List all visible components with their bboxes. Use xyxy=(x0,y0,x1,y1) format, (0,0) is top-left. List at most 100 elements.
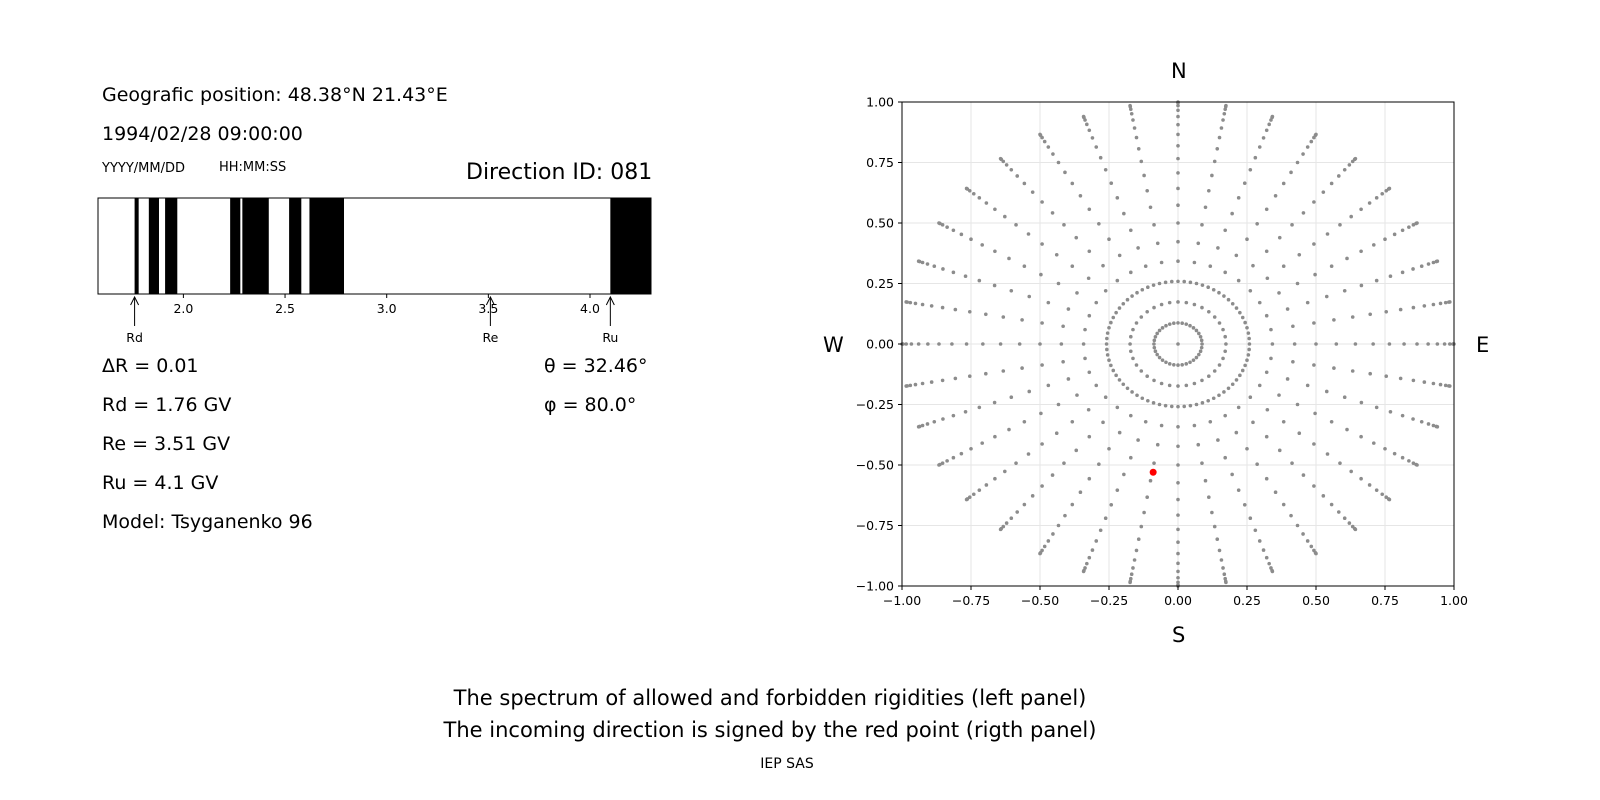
grid-point xyxy=(1305,383,1310,388)
grid-point xyxy=(984,371,988,376)
grid-point xyxy=(1026,232,1031,236)
grid-point xyxy=(1070,181,1075,186)
grid-point xyxy=(1081,569,1086,574)
forbidden-bands xyxy=(134,198,651,294)
grid-point xyxy=(1329,264,1334,269)
grid-point xyxy=(1163,280,1168,285)
grid-point xyxy=(1295,523,1300,528)
grid-point xyxy=(1167,362,1172,366)
grid-point xyxy=(1130,390,1134,394)
grid-point xyxy=(1398,376,1403,381)
grid-point xyxy=(1221,327,1225,332)
grid-point xyxy=(1046,539,1051,543)
grid-point xyxy=(1217,363,1222,367)
grid-point xyxy=(929,380,934,384)
grid-point xyxy=(1159,423,1164,428)
grid-point xyxy=(1349,469,1353,474)
grid-point xyxy=(953,376,958,381)
grid-point xyxy=(1176,444,1180,449)
grid-point xyxy=(1411,378,1416,383)
grid-point xyxy=(971,492,976,497)
grid-point xyxy=(1380,191,1385,196)
grid-point xyxy=(1217,135,1222,140)
map-x-tick-label: 1.00 xyxy=(1440,593,1468,608)
grid-point xyxy=(1176,481,1180,485)
grid-point xyxy=(1014,461,1018,465)
grid-point xyxy=(1230,382,1235,387)
grid-point xyxy=(908,300,913,305)
map-x-tick-label: −0.25 xyxy=(1090,593,1128,608)
rd-value: Rd = 1.76 GV xyxy=(102,394,232,416)
grid-point xyxy=(1336,510,1341,514)
grid-point xyxy=(951,413,956,418)
grid-point xyxy=(1180,362,1184,367)
grid-point xyxy=(1164,323,1168,328)
grid-point xyxy=(1257,145,1262,149)
grid-point xyxy=(1400,413,1405,418)
grid-point xyxy=(1078,194,1083,198)
grid-point xyxy=(1085,561,1089,566)
grid-point xyxy=(1094,383,1099,388)
grid-point xyxy=(1219,558,1224,562)
grid-point xyxy=(909,342,914,346)
grid-point xyxy=(1238,310,1242,315)
grid-point xyxy=(1264,555,1269,560)
grid-point xyxy=(1027,294,1032,299)
grid-point xyxy=(1223,270,1227,275)
grid-point xyxy=(1152,338,1157,343)
grid-point xyxy=(1022,419,1027,424)
grid-point xyxy=(1167,322,1172,326)
grid-point xyxy=(969,446,973,451)
grid-point xyxy=(1117,430,1122,435)
map-y-tick-label: 0.50 xyxy=(866,216,894,231)
marker-arrowhead-re xyxy=(485,295,495,306)
grid-point xyxy=(1103,288,1108,293)
grid-point xyxy=(1182,404,1187,409)
grid-point xyxy=(1176,404,1180,409)
grid-point xyxy=(951,455,956,460)
marker-arrowhead-rd xyxy=(130,295,140,306)
grid-point xyxy=(904,384,908,388)
grid-point xyxy=(1132,126,1137,130)
grid-point xyxy=(1215,537,1220,542)
grid-point xyxy=(913,301,918,306)
grid-point xyxy=(1207,495,1211,499)
grid-point xyxy=(1426,342,1430,346)
grid-point xyxy=(1148,478,1153,483)
grid-point xyxy=(1264,128,1269,133)
map-x-tick-label: 0.50 xyxy=(1302,593,1330,608)
grid-point xyxy=(1400,455,1405,460)
grid-point xyxy=(1103,395,1108,400)
grid-point xyxy=(1273,194,1278,198)
grid-point xyxy=(1200,461,1204,465)
grid-point xyxy=(1411,305,1416,310)
grid-point xyxy=(953,307,958,312)
grid-point xyxy=(1312,484,1316,488)
grid-point xyxy=(1305,539,1310,543)
grid-point xyxy=(1350,369,1355,373)
grid-point xyxy=(1129,349,1133,354)
grid-point xyxy=(1212,315,1217,319)
grid-point xyxy=(1157,328,1162,333)
forbidden-band xyxy=(134,198,139,294)
grid-point xyxy=(1109,503,1114,507)
date-format-label: YYYY/MM/DD xyxy=(102,161,185,176)
grid-point xyxy=(1243,363,1247,368)
grid-point xyxy=(1236,488,1241,492)
grid-point xyxy=(1129,572,1134,577)
grid-point xyxy=(1176,575,1180,580)
grid-point xyxy=(1180,321,1184,326)
grid-point xyxy=(1312,321,1316,325)
grid-point xyxy=(1046,300,1051,305)
grid-point xyxy=(1020,318,1024,322)
grid-point xyxy=(1087,207,1092,212)
grid-point xyxy=(1070,419,1075,424)
map-y-tick-label: −0.25 xyxy=(856,397,894,412)
grid-point xyxy=(1292,342,1297,346)
grid-point xyxy=(1121,382,1126,387)
grid-point xyxy=(1329,181,1334,186)
grid-point xyxy=(1169,279,1174,284)
phi-value: φ = 80.0° xyxy=(544,394,637,416)
grid-point xyxy=(1117,253,1122,258)
grid-point xyxy=(1305,145,1310,149)
